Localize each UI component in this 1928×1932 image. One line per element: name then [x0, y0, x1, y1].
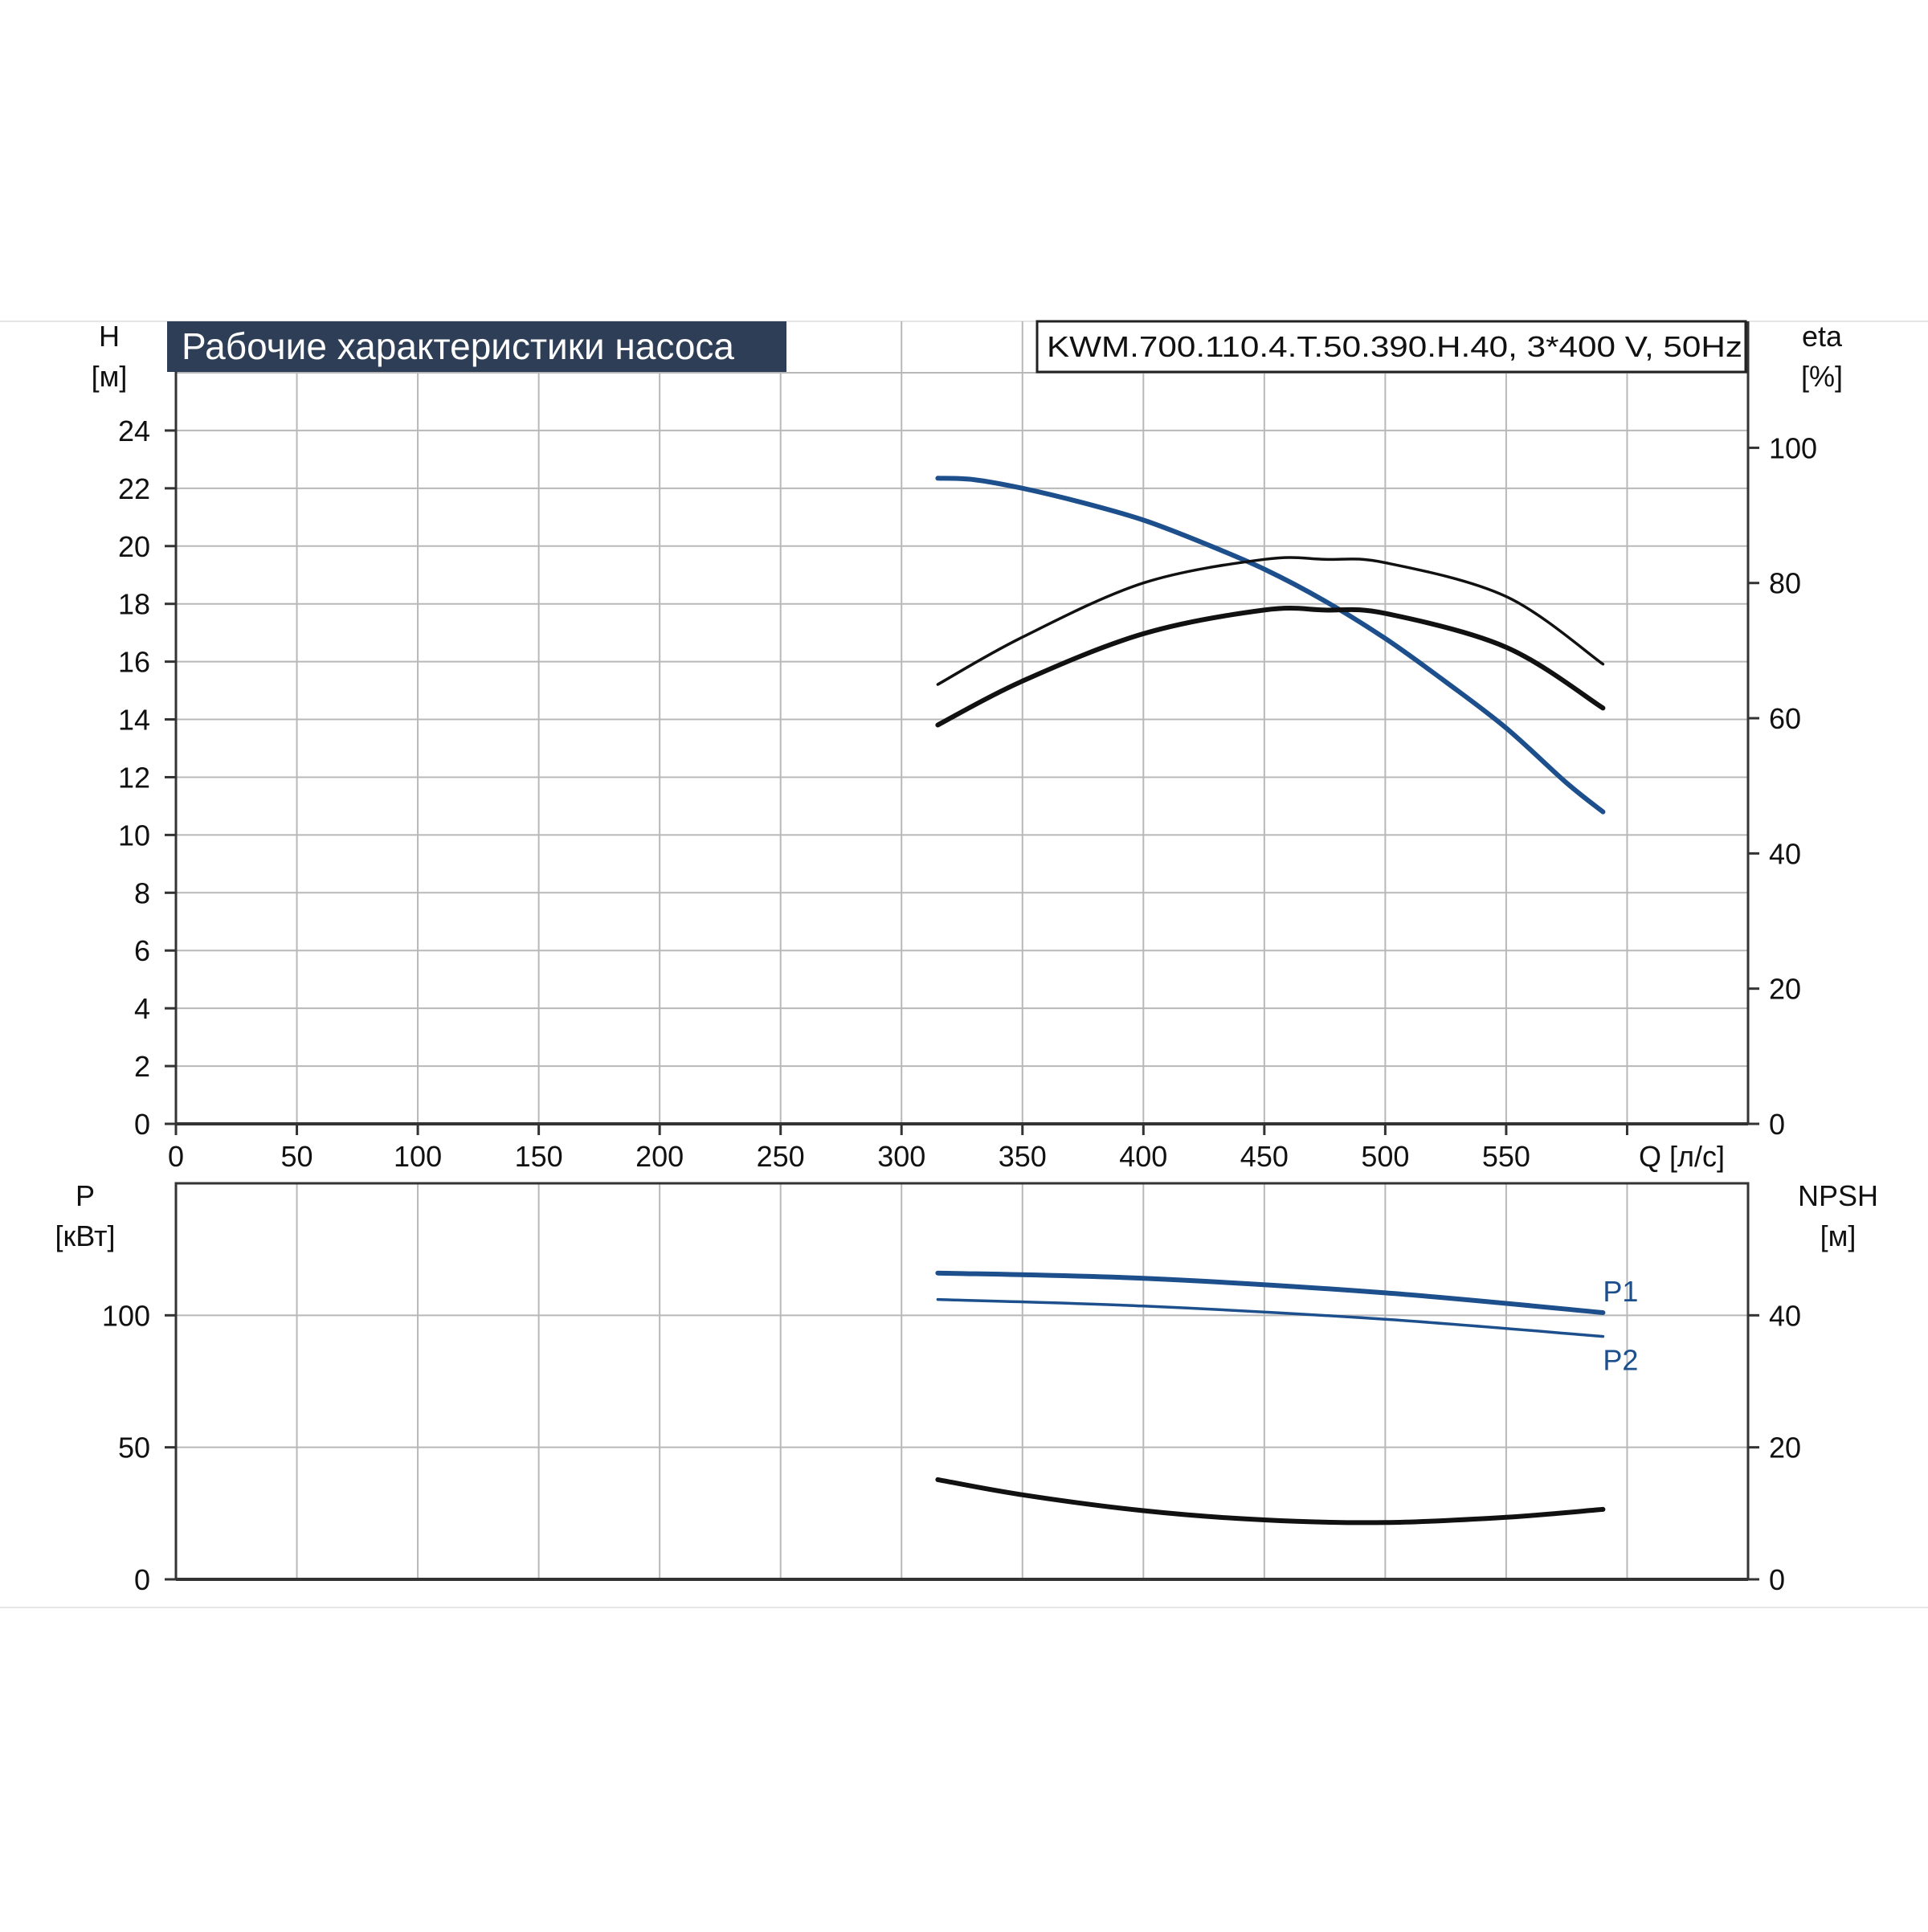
- y-tick-label: 10: [118, 819, 150, 852]
- p-axis-label: P: [76, 1179, 95, 1212]
- x-tick-label: 0: [168, 1140, 184, 1173]
- y2-tick-label: 0: [1769, 1108, 1785, 1141]
- title-box: [167, 321, 786, 372]
- eta-axis-unit: [%]: [1801, 360, 1843, 393]
- h-axis-label: H: [99, 320, 120, 353]
- h-axis-unit: [м]: [92, 360, 128, 393]
- bottom-panel-frame: [174, 1182, 1750, 1581]
- y-tick-label: 14: [118, 704, 150, 737]
- npsh-tick-label: 0: [1769, 1563, 1785, 1596]
- efficiency-curve-lower: [935, 606, 1606, 728]
- q-axis-label: Q [л/с]: [1639, 1140, 1725, 1173]
- y-tick-label: 20: [118, 530, 150, 563]
- x-tick-label: 50: [281, 1140, 313, 1173]
- y2-tick-label: 100: [1769, 431, 1817, 464]
- model-box: [1035, 320, 1747, 374]
- npsh-axis-unit: [м]: [1820, 1219, 1857, 1252]
- x-tick-label: 300: [877, 1140, 925, 1173]
- npsh-curve: [935, 1477, 1606, 1526]
- x-tick-label: 500: [1361, 1140, 1409, 1173]
- x-tick-label: 200: [635, 1140, 684, 1173]
- y-tick-label: 12: [118, 761, 150, 794]
- p-axis-unit: [кВт]: [55, 1219, 115, 1252]
- p-tick-label: 50: [118, 1432, 150, 1464]
- y2-tick-label: 20: [1769, 973, 1801, 1006]
- x-tick-label: 250: [757, 1140, 805, 1173]
- y-tick-label: 24: [118, 415, 150, 447]
- y2-tick-label: 60: [1769, 702, 1801, 735]
- x-tick-label: 150: [515, 1140, 563, 1173]
- grid-layer: [176, 321, 1748, 1579]
- y-tick-label: 0: [134, 1108, 150, 1141]
- series-label-p2: P2: [1603, 1344, 1638, 1377]
- chart-title: Рабочие характеристики насоса: [182, 325, 734, 367]
- y2-tick-label: 80: [1769, 567, 1801, 600]
- y-tick-label: 8: [134, 876, 150, 909]
- p1-power-curve: [935, 1270, 1606, 1315]
- x-tick-label: 450: [1240, 1140, 1289, 1173]
- npsh-tick-label: 20: [1769, 1432, 1801, 1464]
- x-tick-label: 100: [394, 1140, 442, 1173]
- x-tick-label: 350: [999, 1140, 1047, 1173]
- p-tick-label: 100: [102, 1299, 150, 1332]
- y-tick-label: 22: [118, 472, 150, 505]
- npsh-axis-label: NPSH: [1798, 1179, 1878, 1212]
- efficiency-curve-upper: [936, 556, 1605, 686]
- series-layer: [935, 476, 1606, 1526]
- y-tick-label: 16: [118, 646, 150, 679]
- axes-layer: [165, 321, 1759, 1581]
- x-tick-label: 550: [1482, 1140, 1530, 1173]
- y-tick-label: 18: [118, 588, 150, 621]
- y-tick-label: 6: [134, 934, 150, 967]
- eta-axis-label: eta: [1802, 320, 1843, 353]
- npsh-tick-label: 40: [1769, 1299, 1801, 1332]
- p2-power-curve: [936, 1297, 1605, 1338]
- y-tick-label: 4: [134, 992, 150, 1025]
- x-tick-label: 400: [1119, 1140, 1167, 1173]
- y-tick-label: 2: [134, 1050, 150, 1083]
- p-tick-label: 0: [134, 1563, 150, 1596]
- series-label-p1: P1: [1603, 1275, 1638, 1308]
- model-label: KWM.700.110.4.T.50.390.H.40, 3*400 V, 50…: [1047, 330, 1742, 363]
- y2-tick-label: 40: [1769, 837, 1801, 870]
- head-curve: [935, 476, 1606, 815]
